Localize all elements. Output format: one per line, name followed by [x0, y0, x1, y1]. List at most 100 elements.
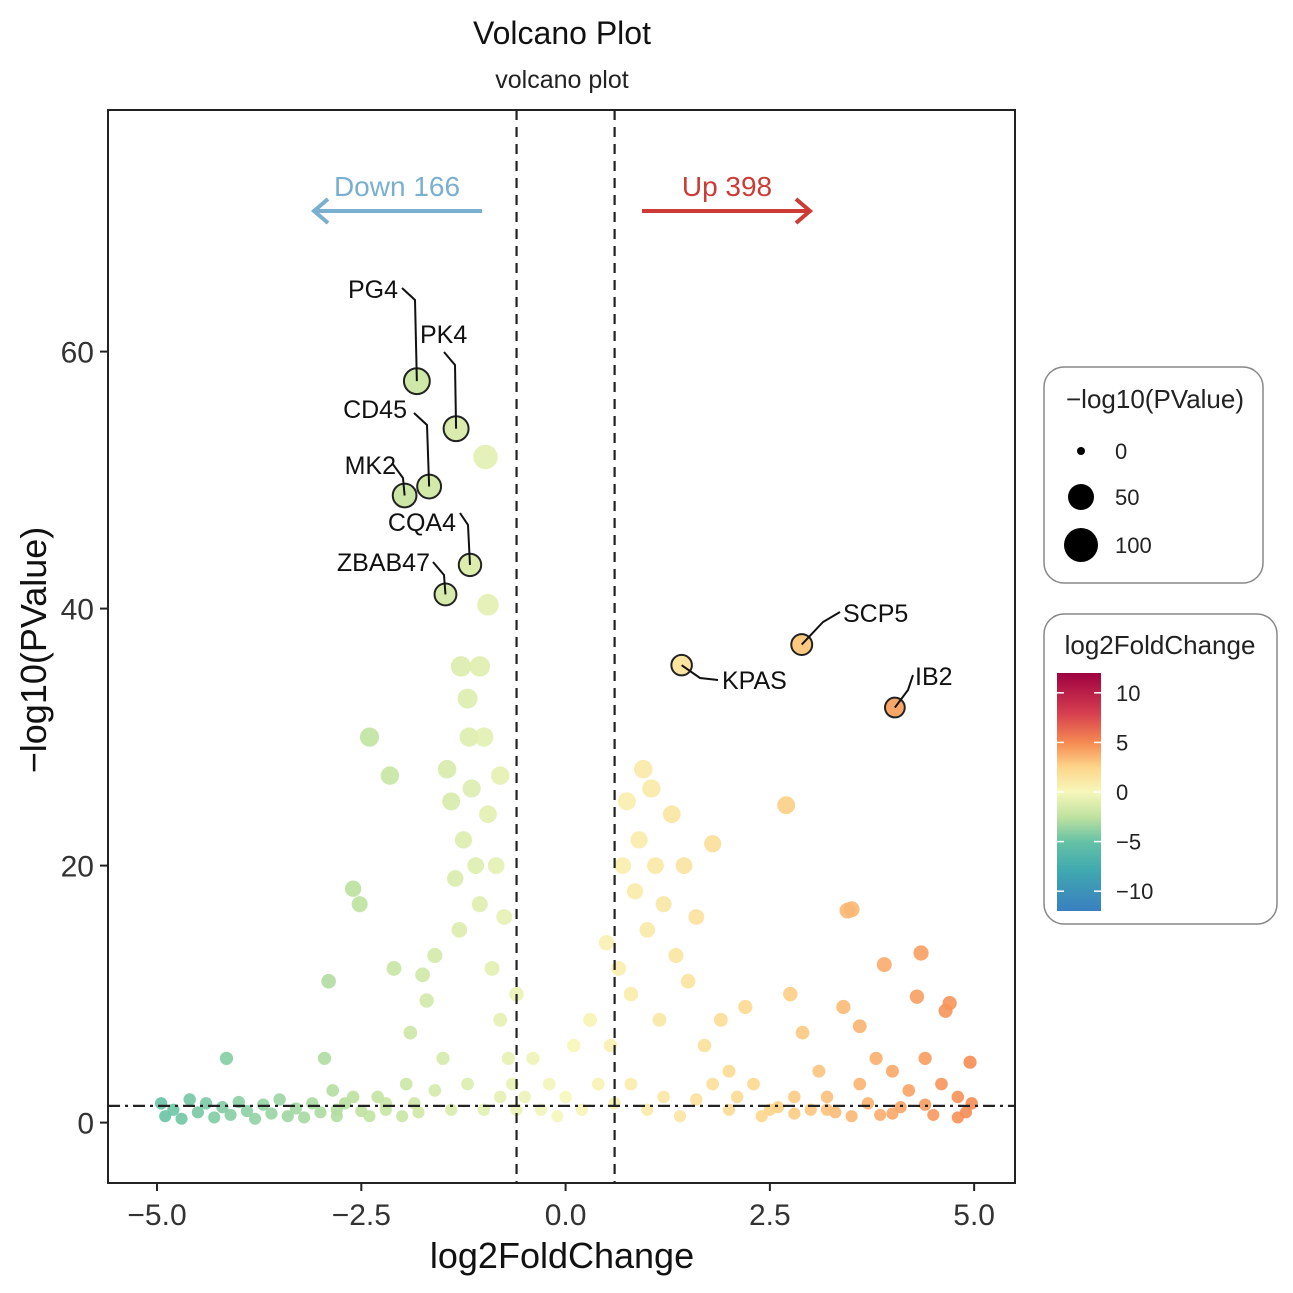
y-axis-title: −log10(PValue)	[13, 527, 54, 774]
data-point	[493, 1090, 507, 1104]
data-point	[942, 995, 957, 1011]
data-point	[591, 1077, 605, 1091]
data-point	[647, 857, 664, 874]
up-count-label: Up 398	[682, 171, 772, 202]
data-point	[874, 1108, 887, 1121]
data-point	[490, 766, 510, 785]
data-point	[662, 805, 681, 824]
data-point	[885, 1064, 899, 1078]
point-label: PK4	[420, 321, 467, 349]
data-point	[154, 1097, 168, 1110]
point-label: SCP5	[843, 600, 908, 628]
data-point	[655, 896, 672, 913]
data-point	[843, 901, 860, 918]
point-label: CQA4	[388, 509, 456, 537]
data-point	[408, 1097, 421, 1110]
data-point	[437, 759, 457, 779]
data-point	[614, 857, 632, 874]
color-legend-label: 0	[1116, 780, 1128, 805]
size-legend-label: 100	[1115, 533, 1152, 558]
data-point	[673, 1110, 687, 1123]
data-point	[963, 1055, 977, 1069]
data-point	[183, 1093, 196, 1106]
x-tick-label: 2.5	[749, 1199, 791, 1232]
leader-line	[401, 287, 418, 382]
x-tick-label: −2.5	[332, 1199, 391, 1232]
data-point	[321, 973, 336, 989]
data-point	[788, 1090, 801, 1104]
data-point	[551, 1110, 564, 1123]
data-point	[326, 1084, 340, 1097]
chart-title: Volcano Plot	[473, 15, 651, 51]
leader-line	[432, 561, 447, 595]
data-point	[457, 688, 478, 709]
size-legend-dot-100	[1064, 528, 1098, 562]
data-point	[396, 1110, 409, 1123]
x-tick-label: −5.0	[127, 1199, 186, 1232]
data-point	[598, 935, 615, 951]
data-point	[820, 1103, 834, 1116]
data-point	[479, 805, 497, 824]
data-point	[496, 909, 513, 925]
color-legend-label: 5	[1116, 730, 1128, 755]
data-point	[652, 1012, 667, 1027]
point-label: CD45	[343, 396, 407, 424]
data-point	[257, 1098, 270, 1111]
leader-line	[443, 351, 458, 429]
data-point	[428, 1084, 442, 1097]
data-point	[240, 1104, 254, 1118]
data-point	[191, 1106, 204, 1119]
data-point	[623, 986, 639, 1002]
data-point	[469, 656, 491, 677]
data-point	[159, 1110, 172, 1123]
size-legend-label: 50	[1115, 485, 1139, 510]
data-point	[419, 993, 434, 1008]
data-point	[289, 1102, 303, 1115]
threshold-lines	[108, 110, 1015, 1183]
data-point	[630, 831, 648, 849]
leader-line	[801, 611, 841, 646]
data-point	[902, 1084, 916, 1097]
data-point	[626, 883, 644, 900]
data-point	[265, 1107, 278, 1120]
data-point	[487, 857, 505, 874]
y-tick-label: 60	[61, 337, 94, 370]
data-point	[713, 1012, 728, 1027]
size-legend-box	[1043, 366, 1264, 584]
data-point	[501, 1051, 515, 1065]
data-point	[918, 1051, 932, 1065]
size-legend-title: −log10(PValue)	[1066, 384, 1244, 414]
data-point	[697, 1038, 712, 1053]
data-point	[567, 1038, 581, 1053]
data-point	[451, 922, 468, 938]
data-point	[442, 792, 461, 811]
point-label: MK2	[345, 452, 396, 480]
data-point	[399, 1077, 413, 1091]
data-point	[909, 989, 925, 1004]
data-point	[450, 656, 472, 677]
data-point	[668, 947, 684, 964]
data-point	[722, 1064, 736, 1078]
data-point	[559, 1090, 572, 1104]
data-point	[853, 1077, 867, 1091]
data-point	[845, 1110, 858, 1123]
color-legend-label: −10	[1116, 879, 1153, 904]
data-point	[371, 1090, 384, 1104]
data-point	[249, 1112, 262, 1125]
points-layer	[154, 367, 978, 1125]
data-point	[355, 1104, 368, 1118]
data-point	[583, 1012, 598, 1027]
data-point	[403, 1025, 418, 1040]
color-legend-box	[1043, 613, 1278, 925]
data-point	[633, 759, 653, 779]
data-point	[913, 945, 929, 961]
data-point	[639, 922, 656, 938]
up-arrow-head	[794, 197, 814, 225]
plot-frame	[107, 109, 1016, 1184]
data-point	[918, 1098, 932, 1111]
data-point	[680, 973, 696, 989]
size-legend-dot-50	[1068, 484, 1094, 510]
data-point	[477, 593, 499, 616]
data-point	[273, 1093, 286, 1106]
data-point	[436, 1051, 450, 1065]
